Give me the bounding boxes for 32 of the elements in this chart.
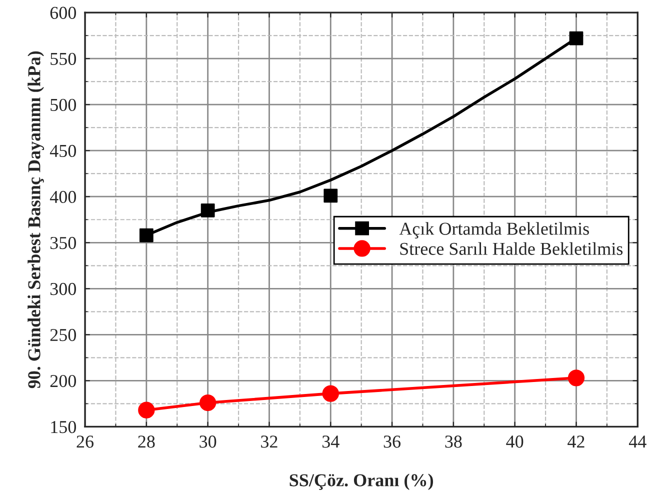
x-tick-label: 40 — [506, 436, 524, 448]
y-tick-label: 350 — [50, 236, 76, 250]
x-tick-label: 28 — [138, 436, 155, 448]
x-tick-label: 26 — [76, 436, 94, 448]
point — [324, 188, 338, 203]
legend-label: Açık Ortamda Bekletilmis — [399, 222, 589, 239]
x-axis-title: SS/Çöz. Oranı (%) — [290, 474, 434, 490]
x-tick-label: 30 — [200, 436, 216, 448]
point — [322, 385, 339, 402]
y-tick-label: 200 — [50, 374, 76, 388]
y-axis-title: 90. Gündeki Serbest Basınç Dayanımı (kPa) — [28, 51, 44, 388]
y-tick-label: 400 — [50, 190, 76, 204]
point — [568, 370, 585, 386]
y-tick-label: 600 — [50, 6, 76, 19]
x-tick-label: 44 — [628, 436, 646, 448]
legend-label: Strece Sarılı Halde Bekletilmis — [400, 242, 623, 255]
x-tick-label: 34 — [322, 436, 340, 448]
point — [139, 228, 154, 242]
y-tick-label: 500 — [50, 98, 76, 112]
x-tick-label: 38 — [445, 436, 462, 448]
y-tick-label: 250 — [50, 328, 76, 342]
x-tick-label: 42 — [568, 436, 584, 448]
y-tick-label: 300 — [50, 282, 76, 296]
y-tick-label: 150 — [51, 420, 76, 434]
point — [200, 203, 215, 218]
point — [199, 394, 216, 412]
x-tick-label: 36 — [384, 436, 401, 448]
y-tick-label: 450 — [50, 144, 76, 158]
point — [569, 31, 584, 46]
y-tick-label: 550 — [50, 52, 76, 66]
point — [138, 402, 155, 418]
x-tick-label: 32 — [261, 436, 278, 448]
